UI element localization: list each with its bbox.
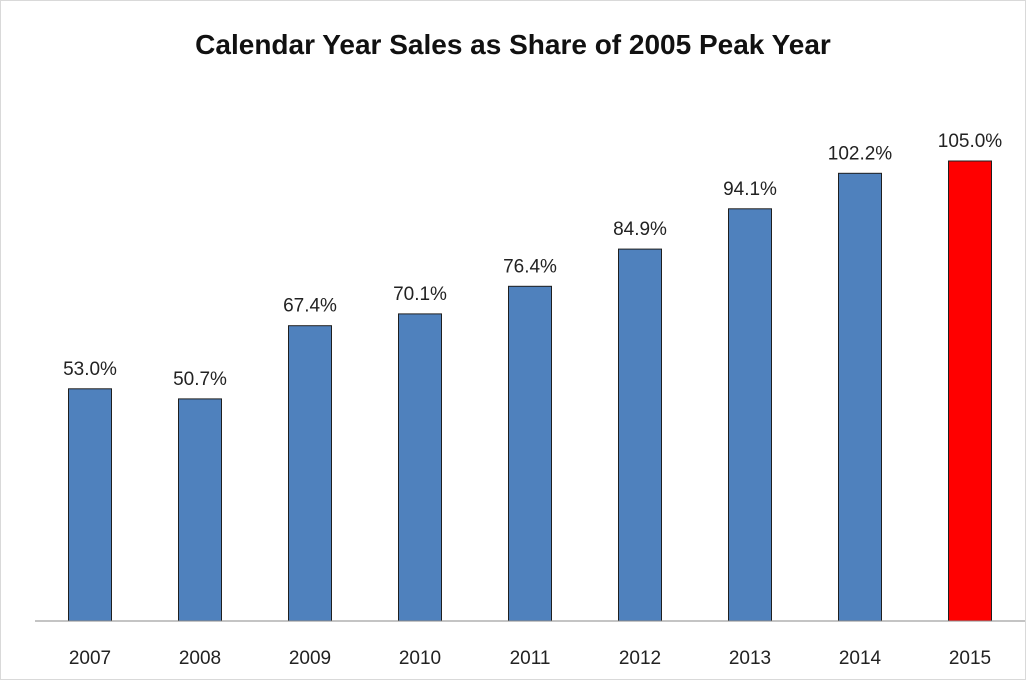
x-tick-label-2015: 2015	[949, 648, 991, 669]
bars-group	[68, 160, 992, 622]
bar-2012	[618, 248, 662, 622]
x-tick-label-2011: 2011	[510, 648, 551, 669]
chart-title: Calendar Year Sales as Share of 2005 Pea…	[195, 29, 831, 60]
bar-2011	[508, 285, 552, 622]
bar-2014	[838, 172, 882, 622]
data-label-2007: 53.0%	[63, 359, 117, 380]
data-label-2012: 84.9%	[613, 219, 667, 240]
x-tick-label-2009: 2009	[289, 648, 331, 669]
x-tick-label-2007: 2007	[69, 648, 111, 669]
bar-2009	[288, 325, 332, 622]
data-label-2010: 70.1%	[393, 284, 447, 305]
x-tick-label-2008: 2008	[179, 648, 221, 669]
bar-2015	[948, 160, 992, 622]
bar-2010	[398, 313, 442, 622]
data-label-2011: 76.4%	[503, 256, 557, 277]
bar-2013	[728, 208, 772, 622]
data-label-2013: 94.1%	[723, 179, 777, 200]
data-labels-group: 53.0% 50.7% 67.4% 70.1% 76.4% 84.9% 94.1% 102.2…	[63, 131, 1002, 390]
x-tick-label-2014: 2014	[839, 648, 882, 669]
data-label-2015: 105.0%	[938, 131, 1003, 152]
x-tick-label-2010: 2010	[399, 648, 441, 669]
x-tick-labels-group: 2007 2008 2009 2010 2011 2012 2013 2014 2015	[69, 648, 991, 669]
bar-2007	[68, 388, 112, 622]
bar-2008	[178, 398, 222, 622]
data-label-2008: 50.7%	[173, 369, 227, 390]
data-label-2009: 67.4%	[283, 296, 337, 317]
x-tick-label-2012: 2012	[619, 648, 661, 669]
x-tick-label-2013: 2013	[729, 648, 771, 669]
data-label-2014: 102.2%	[828, 143, 893, 164]
